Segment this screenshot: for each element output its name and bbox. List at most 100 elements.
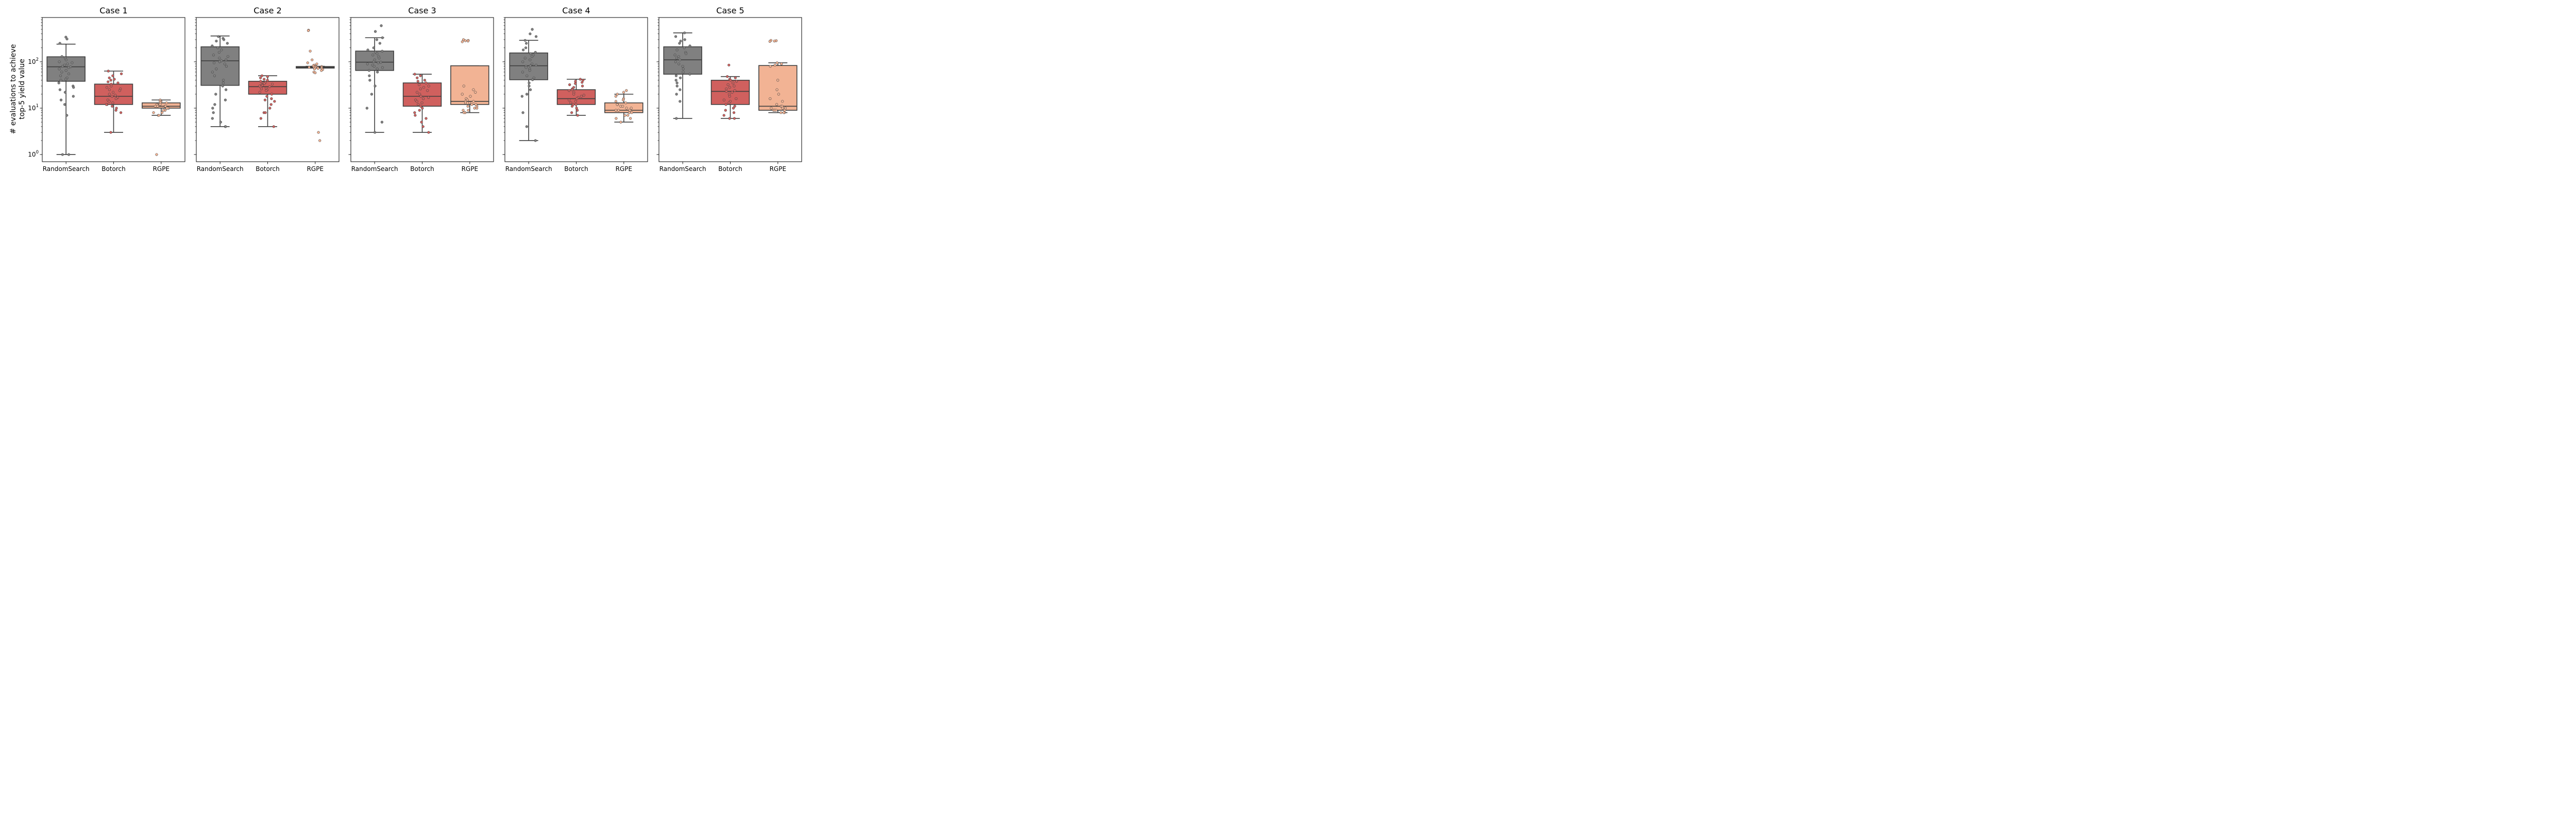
data-point: [266, 79, 269, 82]
x-tick-label: RandomSearch: [505, 165, 552, 173]
data-point: [370, 93, 374, 96]
data-point: [726, 75, 729, 78]
data-point: [581, 84, 584, 88]
data-point: [569, 101, 572, 105]
panel-case-5: Case 5 RandomSearch Botorch RGPE: [656, 6, 802, 173]
data-point: [378, 57, 381, 60]
data-point: [224, 125, 227, 128]
data-point: [64, 78, 67, 81]
data-point: [366, 62, 369, 65]
data-point: [419, 105, 422, 108]
data-point: [120, 111, 123, 114]
data-point: [65, 38, 69, 41]
data-point: [211, 117, 214, 120]
data-point: [261, 84, 264, 87]
data-point: [574, 80, 577, 83]
data-point: [524, 42, 528, 45]
data-point: [529, 58, 532, 61]
data-point: [732, 81, 735, 84]
data-point: [629, 117, 632, 120]
data-point: [306, 61, 309, 64]
data-point: [531, 62, 534, 65]
data-point: [211, 44, 214, 47]
data-point: [313, 67, 316, 71]
data-point: [521, 111, 524, 114]
data-point: [425, 81, 428, 84]
data-point: [111, 101, 114, 105]
y-tick-label: 101: [28, 104, 39, 112]
data-point: [265, 89, 268, 92]
data-point: [270, 93, 274, 96]
data-point: [580, 95, 583, 98]
data-point: [219, 121, 222, 124]
data-point: [59, 98, 63, 101]
data-point: [375, 38, 378, 41]
data-point: [615, 117, 618, 120]
data-point: [729, 79, 732, 82]
data-point: [309, 49, 312, 53]
data-point: [679, 58, 682, 61]
data-point: [61, 153, 64, 156]
box-rgpe: [142, 98, 181, 156]
data-point: [113, 78, 116, 81]
data-point: [156, 105, 159, 108]
data-point: [688, 73, 691, 76]
panel-frame: [350, 17, 494, 162]
panel-case-2: Case 2 RandomSearch Botorch RGPE: [194, 6, 340, 173]
data-point: [614, 95, 617, 98]
data-point: [570, 88, 574, 91]
data-point: [67, 72, 71, 75]
data-point: [307, 29, 310, 32]
x-tick-label: RGPE: [462, 165, 478, 173]
data-point: [523, 39, 527, 42]
data-point: [159, 103, 162, 106]
data-point: [374, 30, 377, 33]
data-point: [628, 109, 632, 112]
data-point: [531, 28, 534, 31]
box-randomsearch: [509, 28, 548, 142]
data-point: [314, 71, 317, 74]
data-point: [674, 74, 678, 77]
data-point: [681, 65, 684, 68]
data-point: [223, 62, 226, 65]
data-point: [270, 82, 274, 85]
data-point: [108, 93, 111, 96]
data-point: [421, 125, 425, 128]
data-point: [120, 72, 123, 75]
data-point: [222, 79, 225, 82]
data-point: [781, 107, 784, 110]
data-point: [614, 100, 618, 103]
data-point: [630, 111, 633, 114]
data-point: [420, 121, 423, 124]
data-point: [222, 81, 225, 84]
x-tick-label: Botorch: [256, 165, 280, 173]
data-point: [114, 109, 117, 112]
data-point: [416, 80, 419, 83]
data-point: [259, 76, 262, 79]
data-point: [222, 38, 226, 41]
data-point: [220, 48, 223, 52]
data-point: [733, 84, 736, 88]
data-point: [111, 91, 115, 94]
data-point: [673, 54, 676, 57]
data-point: [775, 103, 778, 106]
data-point: [226, 55, 229, 58]
data-point: [118, 89, 122, 92]
box-randomsearch: [355, 24, 394, 134]
data-point: [215, 40, 218, 43]
data-point: [372, 65, 376, 68]
data-point: [675, 93, 678, 96]
data-point: [374, 84, 377, 88]
data-point: [63, 103, 66, 106]
data-point: [108, 100, 111, 103]
data-point: [579, 78, 582, 81]
box-botorch: [402, 73, 442, 134]
data-point: [380, 24, 383, 27]
data-point: [71, 61, 74, 64]
data-point: [630, 107, 633, 110]
data-point: [60, 55, 63, 58]
data-point: [108, 88, 111, 91]
data-point: [377, 61, 380, 64]
data-point: [468, 101, 471, 105]
data-point: [464, 39, 467, 42]
